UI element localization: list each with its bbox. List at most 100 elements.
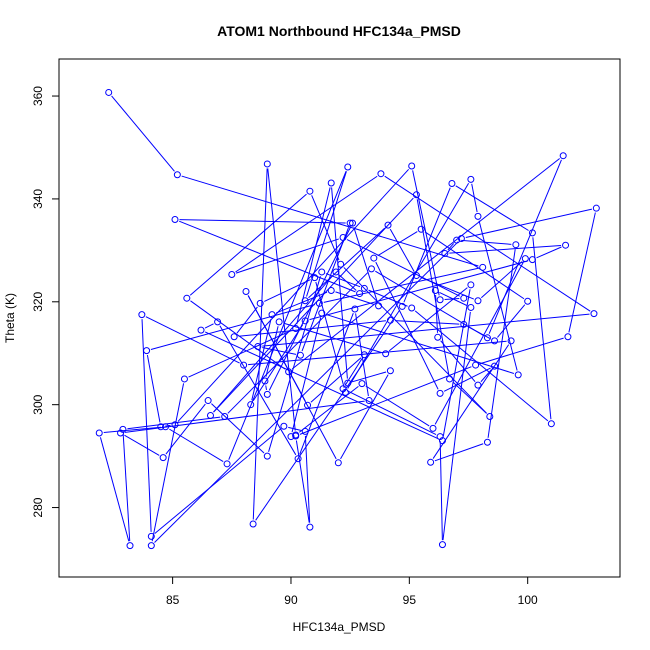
series-line-segment [480,369,492,383]
series-line-segment [315,281,345,389]
data-point [221,413,229,421]
data-point [315,299,323,307]
data-point [346,219,354,227]
data-point [491,337,499,345]
data-point [436,296,444,304]
data-point [292,325,300,333]
data-point [460,294,468,302]
x-axis-title: HFC134a_PMSD [293,620,386,634]
series-line-segment [150,304,316,350]
data-point [157,423,165,431]
series-line-segment [298,385,359,433]
series-line-segment [394,320,460,325]
data-point [117,429,125,437]
series-line-segment [325,313,515,374]
data-point [334,459,342,467]
data-point [197,326,205,334]
series-line-segment [145,316,240,364]
series-line-segment [480,261,523,299]
series-line-segment [288,426,301,431]
y-tick-label: 360 [31,86,45,106]
series-line-segment [377,231,418,257]
series-line-segment [452,381,487,414]
data-point [360,351,368,359]
series-line-segment [439,291,468,306]
series-line-segment [365,385,430,427]
series-line-segment [488,159,562,334]
series-line-segment [99,437,130,542]
data-point [491,362,499,370]
series-line-segment [127,416,221,430]
data-point [173,171,181,179]
data-point [377,170,385,178]
series-line-segment [190,300,286,370]
series-line-segment [211,403,265,454]
series-line-segment [375,270,484,336]
series-line-segment [219,325,297,456]
data-point [327,286,335,294]
series-line-segment [465,208,593,239]
data-point [206,411,214,419]
data-point [367,265,375,273]
data-point [564,333,572,341]
series-line-segment [403,187,451,303]
series-line-segment [265,326,279,377]
data-point [263,390,271,398]
y-axis: 280 300 320 340 360 [31,86,60,518]
series-line-segment [479,337,564,365]
series-line-segment [291,158,560,370]
series-line-segment [532,237,552,420]
series-line-segment [335,291,375,305]
data-point [386,367,394,375]
data-point [412,191,420,199]
data-point [171,421,179,429]
series-line-segment [304,435,311,523]
data-point [398,302,406,310]
series-line-segment [235,238,339,274]
series-line-segment [154,428,281,534]
series-line-segment [389,228,415,272]
data-point [408,304,416,312]
data-point [384,221,392,229]
data-point [486,413,494,421]
data-point [301,427,309,435]
data-point [204,397,212,405]
data-point [370,254,378,262]
series-line-segment [434,443,484,462]
data-point [514,371,522,379]
series-line-segment [384,175,591,312]
series-line-segment [435,294,439,333]
series-line-segment [165,403,206,455]
data-point [453,236,461,244]
series-line-segment [169,428,224,462]
data-point [332,268,340,276]
series-line-segment [478,220,518,371]
data-point [341,388,349,396]
data-point [349,219,357,227]
data-point [240,361,248,369]
series-line-segment [375,261,439,390]
series-line-segment [414,310,549,422]
series-line-segment [291,317,322,433]
series-line-segment [252,324,304,402]
series-line-segment [124,400,365,433]
y-tick-label: 300 [31,394,45,414]
series-line-segment [347,182,470,389]
series-line-segment [440,340,476,383]
series-line-segment [432,344,510,459]
series-line-segment [124,434,160,456]
data-point [479,263,487,271]
series-line-segment [338,274,357,291]
data-point [256,299,264,307]
series-line-segment [325,273,361,288]
data-point [457,235,465,243]
data-point [306,523,314,531]
series-line-segment [487,249,516,438]
data-point [436,433,444,441]
series-line-segment [177,168,410,422]
x-axis: 85 90 95 100 [166,576,538,607]
data-point [474,212,482,220]
series-line-segment [443,367,491,392]
data-point [356,290,364,298]
